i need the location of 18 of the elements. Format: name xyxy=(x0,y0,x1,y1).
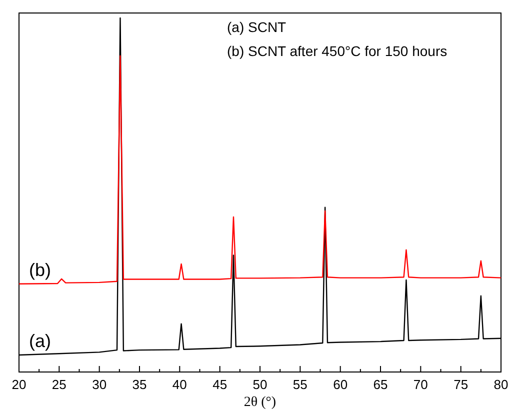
x-tick-label: 55 xyxy=(292,377,308,392)
x-tick-label: 40 xyxy=(172,377,187,392)
series-label: (a) xyxy=(29,331,51,352)
x-tick-label: 30 xyxy=(92,377,107,392)
x-tick-label: 50 xyxy=(252,377,268,392)
x-tick-label: 75 xyxy=(454,377,468,392)
annotation: (a) SCNT xyxy=(227,19,287,35)
annotation: (b) SCNT after 450°C for 150 hours xyxy=(227,43,448,59)
x-tick-label: 80 xyxy=(494,377,508,392)
x-tick-label: 35 xyxy=(132,377,147,392)
x-tick-label: 20 xyxy=(12,377,26,392)
x-tick-label: 70 xyxy=(413,377,428,392)
x-axis-title: 2θ (°) xyxy=(244,395,276,410)
series-label: (b) xyxy=(29,260,51,280)
x-tick-label: 25 xyxy=(52,377,66,392)
x-tick-label: 65 xyxy=(373,377,388,392)
x-tick-label: 60 xyxy=(333,377,348,392)
x-tick-label: 45 xyxy=(212,377,228,392)
